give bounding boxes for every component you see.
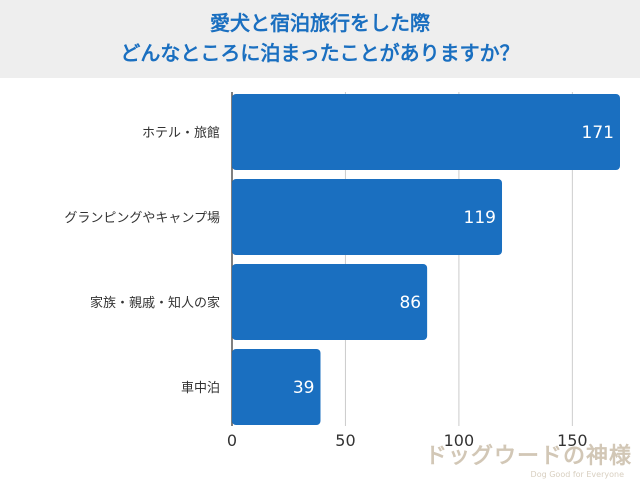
category-label: 家族・親戚・知人の家	[90, 295, 220, 311]
category-label: 車中泊	[181, 381, 220, 396]
bar	[232, 94, 620, 170]
x-tick-label: 150	[557, 431, 588, 450]
bar	[232, 264, 428, 340]
watermark-subtext: Dog Good for Everyone	[530, 470, 624, 479]
category-label: グランピングやキャンプ場	[64, 211, 220, 226]
bar-value-label: 39	[293, 378, 315, 398]
watermark-logo: ドッグウードの神様	[424, 443, 632, 469]
x-tick-label: 0	[227, 431, 237, 450]
bar	[232, 349, 321, 425]
x-tick-label: 50	[335, 431, 355, 450]
bar-value-label: 119	[464, 208, 496, 228]
chart-title-line-2: どんなところに泊まったことがありますか？	[120, 41, 520, 65]
bar-value-label: 171	[582, 123, 614, 143]
chart-title-line-1: 愛犬と宿泊旅行をした際	[210, 11, 430, 35]
category-label: ホテル・旅館	[142, 126, 220, 141]
bar	[232, 179, 503, 255]
x-tick-label: 100	[444, 431, 475, 450]
bar-value-label: 86	[399, 293, 421, 313]
title-header: 愛犬と宿泊旅行をした際 どんなところに泊まったことがありますか？	[0, 0, 640, 78]
